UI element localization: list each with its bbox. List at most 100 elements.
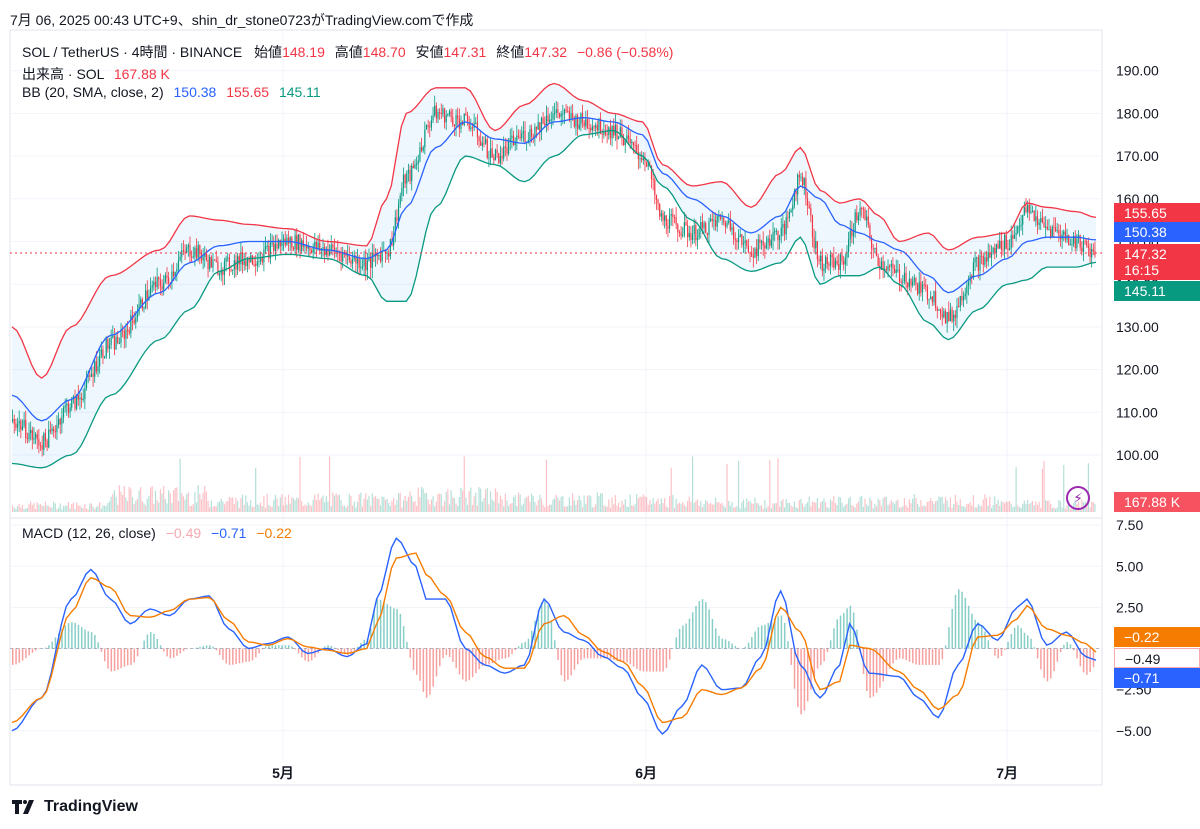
candle-body xyxy=(90,373,93,377)
candle-body xyxy=(279,239,281,247)
candle-body xyxy=(816,241,818,260)
candle-body xyxy=(828,264,830,266)
volume-bar xyxy=(555,494,557,512)
volume-bar xyxy=(85,508,88,512)
volume-bar xyxy=(504,493,506,512)
volume-bar xyxy=(215,506,217,512)
lightning-icon[interactable]: ⚡ xyxy=(1066,486,1090,510)
macd-hist-bar xyxy=(248,648,251,662)
volume-bar xyxy=(588,495,590,512)
candle-body xyxy=(1030,211,1032,213)
volume-bar xyxy=(309,504,311,512)
macd-hist-bar xyxy=(718,635,720,649)
candle-body xyxy=(12,419,14,421)
volume-bar xyxy=(194,491,196,512)
volume-bar xyxy=(595,504,597,512)
candle-body xyxy=(731,227,733,231)
volume-bar xyxy=(985,498,988,512)
candle-body xyxy=(925,284,927,287)
candle-body xyxy=(33,437,35,440)
candle-body xyxy=(281,242,283,247)
volume-bar xyxy=(289,503,291,512)
macd-hist-bar xyxy=(626,648,628,663)
volume-bar xyxy=(969,501,971,512)
volume-bar xyxy=(347,505,349,512)
volume-bar xyxy=(898,507,901,512)
volume-bar xyxy=(685,506,687,512)
macd-hist-bar xyxy=(439,648,441,667)
candle-body xyxy=(964,293,966,297)
bb-legend[interactable]: BB (20, SMA, close, 2) 150.38 155.65 145… xyxy=(22,84,321,100)
candle-body xyxy=(56,424,58,433)
macd-hist-bar xyxy=(810,648,812,690)
volume-legend[interactable]: 出来高 · SOL 167.88 K xyxy=(22,64,170,84)
volume-bar xyxy=(958,505,960,512)
candle-body xyxy=(902,281,904,283)
candle-body xyxy=(572,113,574,118)
symbol-label[interactable]: SOL / TetherUS · 4時間 · BINANCE xyxy=(22,44,243,60)
volume-bar xyxy=(143,503,145,512)
volume-bar xyxy=(420,487,423,512)
candle-body xyxy=(665,215,667,227)
volume-bar xyxy=(473,496,475,512)
macd-hist-bar xyxy=(622,648,625,662)
macd-hist-bar xyxy=(833,628,835,649)
volume-bar xyxy=(97,505,99,512)
candle-body xyxy=(764,245,766,249)
candle-body xyxy=(719,215,722,219)
volume-bar xyxy=(184,499,186,512)
candle-body xyxy=(365,258,367,271)
candle-body xyxy=(590,128,592,131)
volume-bar xyxy=(590,496,592,512)
volume-bar xyxy=(691,456,694,512)
volume-bar xyxy=(71,504,73,512)
candle-body xyxy=(328,250,331,256)
volume-bar xyxy=(181,493,183,512)
volume-bar xyxy=(483,498,485,512)
volume-bar xyxy=(333,495,336,512)
candle-body xyxy=(476,122,479,137)
macd-hist-bar xyxy=(389,606,392,649)
volume-bar xyxy=(39,504,42,512)
candle-body xyxy=(882,261,884,270)
price-tick-label: 130.00 xyxy=(1116,319,1159,335)
volume-bar xyxy=(997,499,999,512)
volume-bar xyxy=(407,496,410,512)
candle-body xyxy=(238,256,240,265)
candle-body xyxy=(34,434,37,438)
macd-hist-bar xyxy=(560,648,563,676)
tradingview-logo[interactable]: TradingView xyxy=(12,798,138,816)
candle-body xyxy=(667,226,669,229)
chart-frame xyxy=(9,29,1103,786)
candle-body xyxy=(416,164,418,166)
candle-body xyxy=(711,218,713,221)
candle-body xyxy=(401,187,403,196)
volume-bar xyxy=(782,499,784,512)
candle-body xyxy=(866,216,868,221)
macd-legend[interactable]: MACD (12, 26, close) −0.49 −0.71 −0.22 xyxy=(22,525,292,541)
candle-body xyxy=(255,264,257,266)
volume-bar xyxy=(770,508,772,512)
candle-body xyxy=(1015,232,1017,235)
volume-bar xyxy=(166,503,168,512)
macd-hist-value: −0.49 xyxy=(165,525,202,541)
macd-hist-bar xyxy=(1004,648,1006,650)
volume-bar xyxy=(21,504,24,512)
price-tick-label: 160.00 xyxy=(1116,191,1159,207)
volume-bar xyxy=(350,495,352,512)
volume-bar xyxy=(787,502,789,512)
candle-body xyxy=(51,428,53,432)
macd-hist-bar xyxy=(307,648,310,662)
volume-bar xyxy=(1087,463,1089,512)
volume-bar xyxy=(706,501,708,512)
candle-body xyxy=(728,220,730,223)
candle-body xyxy=(223,261,226,275)
candle-body xyxy=(618,136,620,140)
candle-body xyxy=(595,125,597,128)
candle-body xyxy=(1027,204,1029,212)
candle-body xyxy=(135,317,137,324)
candle-body xyxy=(333,247,336,252)
candle-body xyxy=(534,126,536,139)
candle-body xyxy=(839,254,841,270)
candle-body xyxy=(87,375,89,377)
